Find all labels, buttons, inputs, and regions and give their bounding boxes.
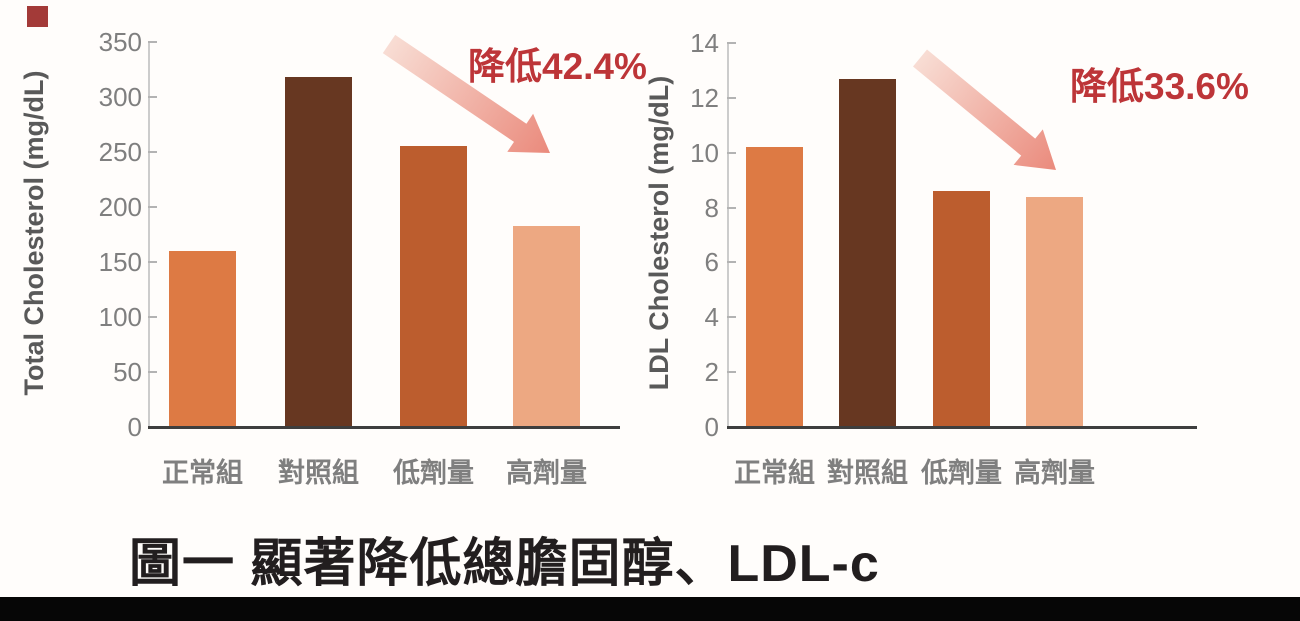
y-tick-label: 250 (98, 137, 142, 167)
red-square-marker (27, 6, 48, 27)
y-tick-label: 10 (690, 137, 719, 168)
x-axis-line (148, 426, 620, 429)
y-tick-mark (727, 261, 736, 264)
y-tick-label: 2 (704, 357, 719, 388)
y-tick-mark (727, 42, 736, 44)
category-label: 高劑量 (1014, 458, 1095, 488)
y-tick-mark (727, 371, 736, 374)
y-tick-label: 200 (98, 192, 142, 222)
y-tick-label: 8 (704, 192, 719, 223)
y-tick-mark (727, 316, 736, 319)
category-label: 正常組 (734, 458, 815, 488)
decline-annotation: 降低33.6% (1070, 66, 1249, 107)
bar-1 (169, 251, 236, 427)
decline-arrow-right (913, 49, 1056, 170)
category-label: 對照組 (278, 458, 359, 488)
y-tick-mark (148, 41, 157, 43)
bar-4 (513, 226, 580, 427)
y-tick-label: 6 (704, 247, 719, 278)
category-label: 對照組 (827, 458, 908, 488)
bar-4 (1026, 197, 1083, 427)
bar-3 (400, 146, 467, 427)
y-tick-label: 300 (98, 82, 142, 112)
category-label: 正常組 (162, 458, 243, 488)
y-tick-mark (727, 151, 736, 154)
bar-3 (933, 191, 990, 427)
y-tick-label: 350 (98, 27, 142, 57)
y-tick-label: 14 (690, 28, 719, 58)
y-axis-line (727, 43, 729, 427)
y-tick-mark (148, 261, 157, 263)
y-axis-title: Total Cholesterol (mg/dL) (19, 70, 49, 396)
x-axis-line (727, 426, 1197, 429)
figure-caption: 圖一 顯著降低總膽固醇、LDL-c (129, 535, 880, 593)
y-tick-mark (148, 371, 157, 373)
y-tick-label: 4 (704, 302, 719, 333)
bar-1 (746, 147, 803, 427)
y-tick-label: 0 (704, 412, 719, 442)
y-axis-line (148, 42, 150, 427)
bottom-black-bar (0, 597, 1300, 621)
bar-2 (285, 77, 352, 427)
decline-annotation: 降低42.4% (468, 46, 647, 87)
y-tick-mark (148, 96, 157, 98)
y-tick-label: 100 (98, 302, 142, 332)
y-tick-label: 50 (113, 357, 142, 387)
y-tick-mark (727, 96, 736, 99)
y-tick-label: 0 (127, 412, 142, 442)
y-tick-mark (148, 316, 157, 318)
category-label: 低劑量 (921, 458, 1002, 488)
category-label: 低劑量 (393, 458, 474, 488)
category-label: 高劑量 (506, 458, 587, 488)
y-tick-mark (148, 206, 157, 208)
y-tick-label: 12 (690, 82, 719, 113)
bar-2 (839, 79, 896, 427)
y-tick-mark (148, 151, 157, 153)
y-tick-label: 150 (98, 247, 142, 277)
y-tick-mark (727, 206, 736, 209)
